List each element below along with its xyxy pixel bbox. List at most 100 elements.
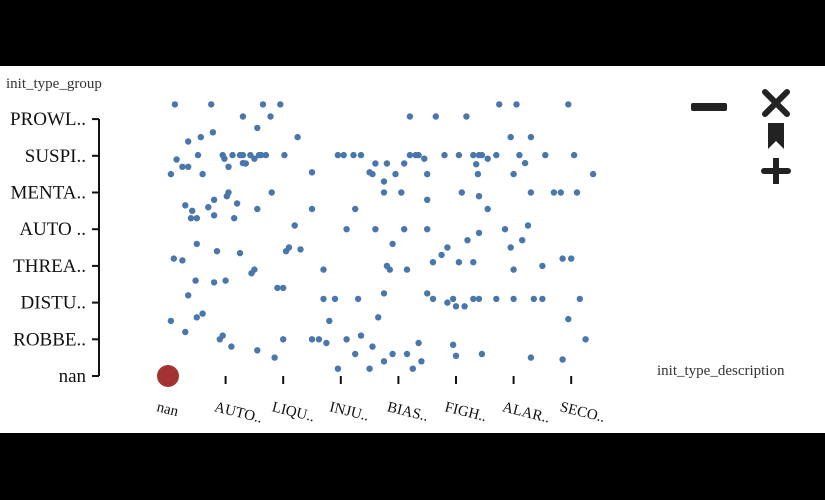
data-point[interactable] <box>372 226 379 233</box>
data-point[interactable] <box>352 205 359 213</box>
data-point[interactable] <box>291 222 298 229</box>
data-point[interactable] <box>415 151 422 159</box>
data-point[interactable] <box>357 332 365 339</box>
data-point[interactable] <box>380 290 388 297</box>
data-point[interactable] <box>193 314 200 321</box>
data-point[interactable] <box>478 151 486 159</box>
data-point[interactable] <box>315 336 323 343</box>
data-point[interactable] <box>424 226 431 233</box>
data-point[interactable] <box>187 215 195 222</box>
data-point[interactable] <box>484 205 491 213</box>
data-point[interactable] <box>334 151 342 159</box>
data-point[interactable] <box>320 266 327 273</box>
data-point[interactable] <box>519 237 526 244</box>
data-point[interactable] <box>470 151 477 159</box>
data-point[interactable] <box>392 170 399 178</box>
data-point[interactable] <box>461 303 468 310</box>
data-point[interactable] <box>539 295 546 303</box>
data-point[interactable] <box>375 314 382 321</box>
data-point[interactable] <box>406 151 414 159</box>
data-point[interactable] <box>228 343 235 350</box>
data-point[interactable] <box>380 189 388 196</box>
data-point[interactable] <box>357 151 365 159</box>
data-point[interactable] <box>343 336 350 343</box>
plus-icon[interactable] <box>761 156 791 186</box>
data-point[interactable] <box>389 350 396 358</box>
data-point[interactable] <box>510 170 517 178</box>
data-point[interactable] <box>429 295 437 303</box>
data-point[interactable] <box>189 207 196 214</box>
data-point[interactable] <box>179 163 186 170</box>
data-point[interactable] <box>208 101 215 108</box>
data-point[interactable] <box>193 215 200 222</box>
data-point[interactable] <box>173 156 180 163</box>
data-point[interactable] <box>452 303 460 310</box>
data-point[interactable] <box>570 151 578 159</box>
data-point[interactable] <box>366 365 373 372</box>
data-point[interactable] <box>455 259 463 266</box>
data-point[interactable] <box>516 151 523 159</box>
data-point[interactable] <box>380 358 388 365</box>
data-point[interactable] <box>463 113 470 120</box>
data-point[interactable] <box>582 336 589 343</box>
data-point[interactable] <box>409 365 416 372</box>
data-point[interactable] <box>444 244 451 251</box>
data-point[interactable] <box>474 170 482 178</box>
data-point[interactable] <box>213 248 221 255</box>
data-point[interactable] <box>239 151 247 159</box>
data-point[interactable] <box>254 347 261 354</box>
data-point[interactable] <box>441 151 448 159</box>
data-point[interactable] <box>484 155 491 162</box>
data-point[interactable] <box>308 205 316 213</box>
scatter-chart[interactable]: init_type_group init_type_description na… <box>0 66 825 433</box>
data-point[interactable] <box>589 170 597 178</box>
data-point[interactable] <box>271 354 278 361</box>
data-point[interactable] <box>380 178 388 185</box>
data-point[interactable] <box>225 163 232 170</box>
data-point[interactable] <box>539 262 546 270</box>
data-point[interactable] <box>452 352 460 359</box>
data-point[interactable] <box>221 155 228 162</box>
data-point[interactable] <box>524 222 532 229</box>
data-point[interactable] <box>475 193 483 200</box>
data-point[interactable] <box>259 101 267 108</box>
data-point[interactable] <box>192 277 199 284</box>
data-point[interactable] <box>565 101 572 108</box>
data-point[interactable] <box>194 151 202 159</box>
data-point[interactable] <box>277 101 284 108</box>
data-point[interactable] <box>415 339 422 347</box>
data-point[interactable] <box>193 240 200 248</box>
data-point[interactable] <box>199 310 206 317</box>
data-point[interactable] <box>401 160 408 167</box>
data-point[interactable] <box>210 279 218 286</box>
data-point[interactable] <box>280 336 287 343</box>
data-point[interactable] <box>179 257 186 264</box>
data-point[interactable] <box>267 113 274 120</box>
data-point[interactable] <box>401 226 408 233</box>
data-point[interactable] <box>167 170 175 178</box>
data-point[interactable] <box>185 163 192 170</box>
highlighted-point[interactable] <box>157 365 179 387</box>
data-point[interactable] <box>222 277 229 284</box>
data-point[interactable] <box>455 151 463 159</box>
data-point[interactable] <box>255 151 263 159</box>
data-point[interactable] <box>513 101 520 108</box>
data-point[interactable] <box>438 251 445 259</box>
data-point[interactable] <box>406 113 414 120</box>
data-point[interactable] <box>197 133 204 141</box>
data-point[interactable] <box>542 151 549 159</box>
minus-icon[interactable] <box>690 99 728 111</box>
data-point[interactable] <box>527 189 535 196</box>
data-point[interactable] <box>507 133 514 141</box>
data-point[interactable] <box>331 295 339 303</box>
data-point[interactable] <box>464 237 471 244</box>
data-point[interactable] <box>473 161 480 168</box>
data-point[interactable] <box>496 101 503 108</box>
data-point[interactable] <box>323 339 330 347</box>
data-point[interactable] <box>268 189 275 196</box>
data-point[interactable] <box>248 270 255 277</box>
data-point[interactable] <box>231 215 238 222</box>
data-point[interactable] <box>334 365 342 372</box>
data-point[interactable] <box>530 295 537 303</box>
data-point[interactable] <box>254 124 261 132</box>
